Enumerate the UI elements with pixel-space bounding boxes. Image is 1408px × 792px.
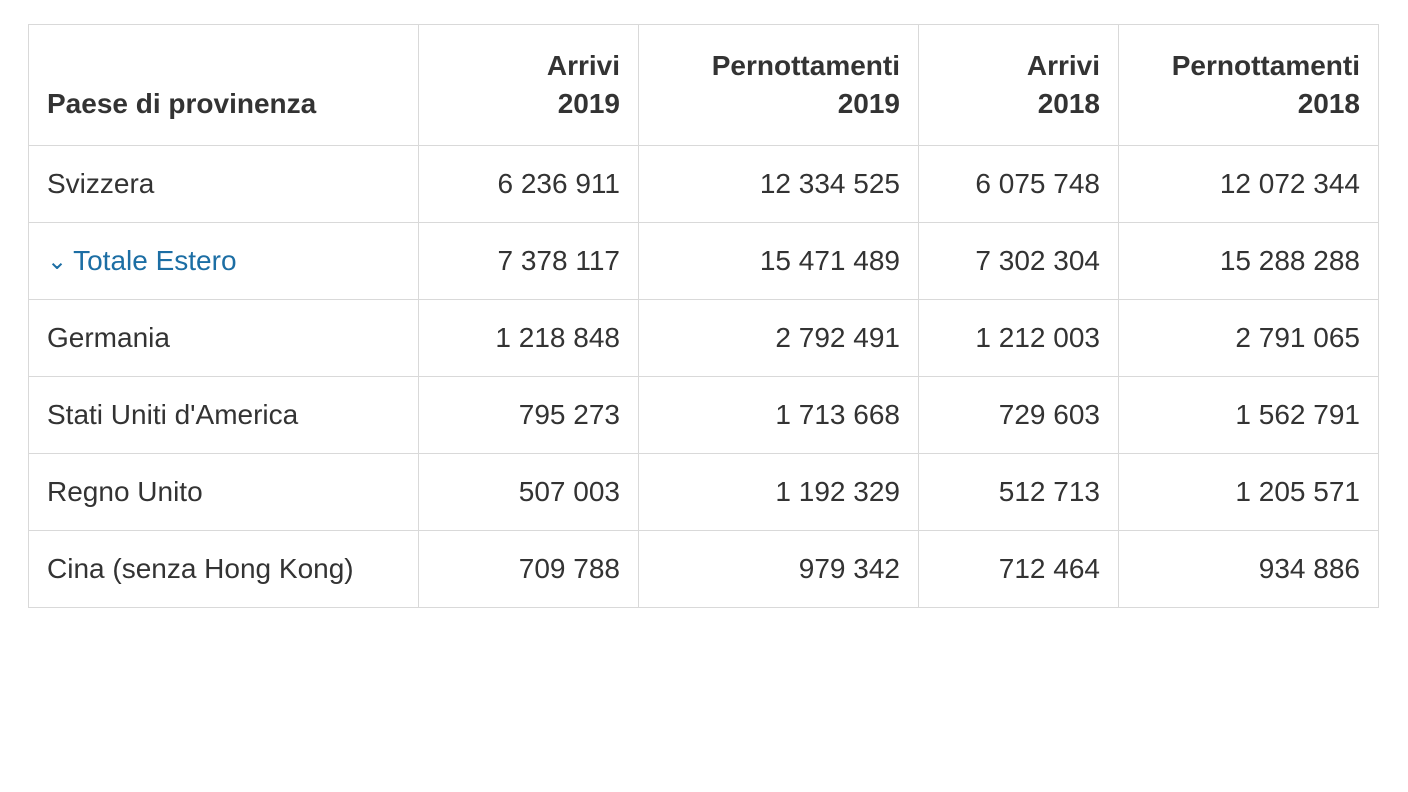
col-label: Arrivi	[1027, 50, 1100, 81]
col-label: Pernottamenti	[1172, 50, 1360, 81]
cell-arrivi-2019: 7 378 117	[419, 222, 639, 299]
cell-arrivi-2018: 6 075 748	[919, 145, 1119, 222]
cell-pern-2019: 12 334 525	[639, 145, 919, 222]
cell-arrivi-2019: 507 003	[419, 453, 639, 530]
col-arrivi-2018: Arrivi 2018	[919, 25, 1119, 146]
cell-pern-2019: 15 471 489	[639, 222, 919, 299]
col-pernottamenti-2018: Pernottamenti 2018	[1119, 25, 1379, 146]
col-label: Pernottamenti	[712, 50, 900, 81]
col-label: 2019	[838, 88, 900, 119]
table-row: Svizzera 6 236 911 12 334 525 6 075 748 …	[29, 145, 1379, 222]
table-row: Germania 1 218 848 2 792 491 1 212 003 2…	[29, 299, 1379, 376]
cell-country: Stati Uniti d'America	[29, 376, 419, 453]
cell-pern-2019: 979 342	[639, 530, 919, 607]
table-header-row: Paese di provinenza Arrivi 2019 Pernotta…	[29, 25, 1379, 146]
cell-arrivi-2018: 7 302 304	[919, 222, 1119, 299]
cell-pern-2018: 15 288 288	[1119, 222, 1379, 299]
cell-arrivi-2019: 709 788	[419, 530, 639, 607]
table-body: Svizzera 6 236 911 12 334 525 6 075 748 …	[29, 145, 1379, 607]
cell-pern-2018: 1 562 791	[1119, 376, 1379, 453]
cell-country: Svizzera	[29, 145, 419, 222]
cell-arrivi-2019: 1 218 848	[419, 299, 639, 376]
cell-pern-2019: 1 192 329	[639, 453, 919, 530]
col-label: 2019	[558, 88, 620, 119]
col-label: Paese di provinenza	[47, 88, 316, 119]
cell-pern-2018: 12 072 344	[1119, 145, 1379, 222]
tourism-table: Paese di provinenza Arrivi 2019 Pernotta…	[28, 24, 1379, 608]
cell-pern-2019: 1 713 668	[639, 376, 919, 453]
cell-arrivi-2019: 6 236 911	[419, 145, 639, 222]
cell-pern-2019: 2 792 491	[639, 299, 919, 376]
cell-pern-2018: 934 886	[1119, 530, 1379, 607]
cell-arrivi-2019: 795 273	[419, 376, 639, 453]
col-country: Paese di provinenza	[29, 25, 419, 146]
col-arrivi-2019: Arrivi 2019	[419, 25, 639, 146]
cell-country: Regno Unito	[29, 453, 419, 530]
cell-country: Germania	[29, 299, 419, 376]
cell-pern-2018: 1 205 571	[1119, 453, 1379, 530]
expand-link[interactable]: Totale Estero	[73, 245, 236, 276]
cell-arrivi-2018: 712 464	[919, 530, 1119, 607]
table-row: Stati Uniti d'America 795 273 1 713 668 …	[29, 376, 1379, 453]
cell-arrivi-2018: 729 603	[919, 376, 1119, 453]
cell-arrivi-2018: 512 713	[919, 453, 1119, 530]
col-pernottamenti-2019: Pernottamenti 2019	[639, 25, 919, 146]
col-label: Arrivi	[547, 50, 620, 81]
col-label: 2018	[1298, 88, 1360, 119]
cell-country: Cina (senza Hong Kong)	[29, 530, 419, 607]
cell-country[interactable]: ⌄Totale Estero	[29, 222, 419, 299]
col-label: 2018	[1038, 88, 1100, 119]
chevron-down-icon[interactable]: ⌄	[47, 250, 67, 274]
table-row-expandable: ⌄Totale Estero 7 378 117 15 471 489 7 30…	[29, 222, 1379, 299]
cell-arrivi-2018: 1 212 003	[919, 299, 1119, 376]
table-row: Cina (senza Hong Kong) 709 788 979 342 7…	[29, 530, 1379, 607]
table-row: Regno Unito 507 003 1 192 329 512 713 1 …	[29, 453, 1379, 530]
cell-pern-2018: 2 791 065	[1119, 299, 1379, 376]
